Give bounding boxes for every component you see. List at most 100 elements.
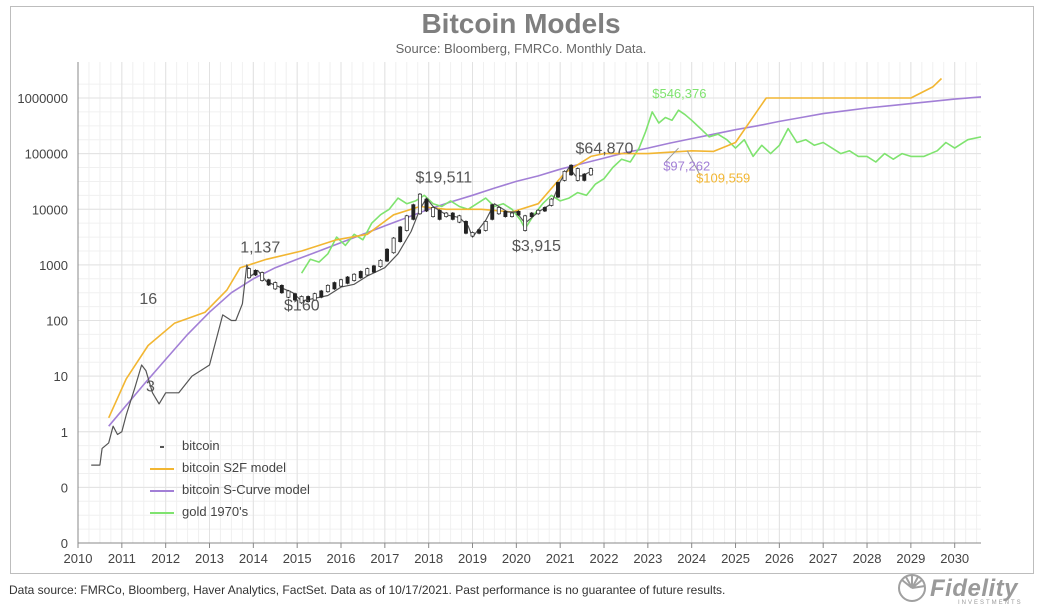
annotation-leader bbox=[686, 150, 701, 177]
candle-body bbox=[582, 173, 587, 181]
legend-swatch-s2f bbox=[150, 468, 174, 470]
candle-body bbox=[279, 284, 284, 294]
candle-body bbox=[312, 293, 317, 301]
candle-body bbox=[483, 221, 488, 231]
annotation-label: 1,137 bbox=[240, 240, 280, 257]
y-tick-label: 100 bbox=[46, 314, 68, 329]
x-tick-label: 2022 bbox=[590, 551, 619, 566]
candle-body bbox=[273, 282, 278, 290]
annotation-label: $64,870 bbox=[576, 141, 634, 158]
chart-frame bbox=[10, 6, 1034, 574]
y-tick-label: 100000 bbox=[25, 147, 68, 162]
annotation-leader bbox=[665, 147, 679, 163]
candle-body bbox=[510, 212, 514, 217]
chart-subtitle: Source: Bloomberg, FMRCo. Monthly Data. bbox=[395, 41, 647, 56]
candle-body bbox=[503, 211, 508, 217]
candle-body bbox=[562, 170, 567, 181]
x-tick-label: 2017 bbox=[370, 551, 399, 566]
candle-body bbox=[385, 248, 389, 262]
y-tick-label: 10 bbox=[54, 369, 68, 384]
candle-body bbox=[496, 207, 501, 215]
legend-label: gold 1970's bbox=[182, 504, 249, 519]
legend-swatch-gold bbox=[150, 512, 174, 514]
legend-label: bitcoin S-Curve model bbox=[182, 482, 310, 497]
candle-body bbox=[266, 279, 271, 286]
candle-body bbox=[299, 296, 304, 304]
candle-body bbox=[490, 204, 495, 220]
candle-body bbox=[391, 237, 396, 254]
candle-body bbox=[352, 273, 357, 281]
legend-label: bitcoin S2F model bbox=[182, 460, 287, 475]
y-tick-label: 10000 bbox=[32, 202, 68, 217]
x-tick-label: 2029 bbox=[896, 551, 925, 566]
series-line-bitcoin-s2f-model bbox=[107, 77, 943, 419]
candle-body bbox=[404, 215, 409, 231]
candle-body bbox=[463, 221, 468, 234]
candle-body bbox=[293, 293, 297, 301]
candle-body bbox=[457, 215, 462, 223]
candle-body bbox=[365, 268, 370, 276]
candle-body bbox=[358, 271, 363, 279]
logo-text: Fidelity bbox=[930, 575, 1019, 602]
x-tick-label: 2025 bbox=[721, 551, 750, 566]
candle-body bbox=[260, 272, 265, 281]
y-tick-label: 0 bbox=[61, 480, 68, 495]
candle-body bbox=[556, 182, 560, 198]
candle-body bbox=[325, 284, 330, 293]
series-line-gold-1970-s bbox=[300, 109, 982, 274]
candle-body bbox=[450, 212, 455, 220]
candle-body bbox=[569, 164, 574, 176]
annotation-label: $160 bbox=[284, 297, 320, 314]
x-tick-label: 2011 bbox=[108, 551, 136, 566]
legend-swatch-bitcoin bbox=[160, 446, 164, 448]
candle-body bbox=[417, 193, 422, 215]
candle-body bbox=[345, 276, 350, 284]
x-tick-label: 2027 bbox=[809, 551, 838, 566]
annotation-label: 3 bbox=[146, 379, 155, 396]
chart-title: Bitcoin Models bbox=[421, 8, 621, 39]
candle-body bbox=[306, 296, 311, 303]
series-line-bitcoin bbox=[91, 166, 594, 466]
candle-body bbox=[411, 204, 416, 220]
x-tick-label: 2023 bbox=[633, 551, 662, 566]
annotation-label: $97,262 bbox=[663, 158, 710, 173]
y-tick-label: 0 bbox=[61, 536, 68, 551]
candle-body bbox=[424, 198, 429, 212]
candle-body bbox=[319, 290, 324, 298]
footer-note: Data source: FMRCo, Bloomberg, Haver Ana… bbox=[9, 583, 726, 597]
candle-body bbox=[529, 212, 534, 217]
x-tick-label: 2024 bbox=[677, 551, 706, 566]
candle-body bbox=[575, 168, 580, 181]
x-tick-label: 2016 bbox=[327, 551, 356, 566]
candle-body bbox=[378, 259, 383, 268]
legend-label: bitcoin bbox=[182, 438, 220, 453]
fidelity-logo-icon bbox=[898, 574, 926, 602]
legend-swatch-s-curve bbox=[150, 490, 174, 492]
candle-body bbox=[470, 232, 475, 237]
candle-body bbox=[339, 279, 343, 287]
y-tick-label: 1000000 bbox=[17, 91, 68, 106]
annotation-label: 16 bbox=[139, 291, 157, 308]
logo-subtext: INVESTMENTS bbox=[958, 600, 1023, 606]
candle-body bbox=[477, 229, 482, 234]
y-tick-label: 1000 bbox=[39, 258, 68, 273]
annotation-label: $546,376 bbox=[652, 86, 706, 101]
x-tick-label: 2021 bbox=[546, 551, 575, 566]
x-tick-label: 2013 bbox=[195, 551, 224, 566]
annotation-label: $109,559 bbox=[696, 171, 750, 186]
candle-body bbox=[549, 198, 554, 206]
candle-body bbox=[516, 211, 521, 216]
series-line-bitcoin-s-curve-model bbox=[108, 96, 982, 427]
x-tick-label: 2020 bbox=[502, 551, 531, 566]
x-tick-label: 2010 bbox=[64, 551, 93, 566]
candle-body bbox=[437, 209, 442, 220]
x-tick-label: 2012 bbox=[151, 551, 180, 566]
x-tick-label: 2028 bbox=[853, 551, 882, 566]
candle-body bbox=[431, 207, 436, 217]
candle-body bbox=[247, 268, 251, 279]
candle-body bbox=[371, 265, 376, 273]
annotation-label: $3,915 bbox=[512, 238, 561, 255]
annotation-label: $19,511 bbox=[416, 170, 473, 187]
x-tick-label: 2030 bbox=[940, 551, 969, 566]
